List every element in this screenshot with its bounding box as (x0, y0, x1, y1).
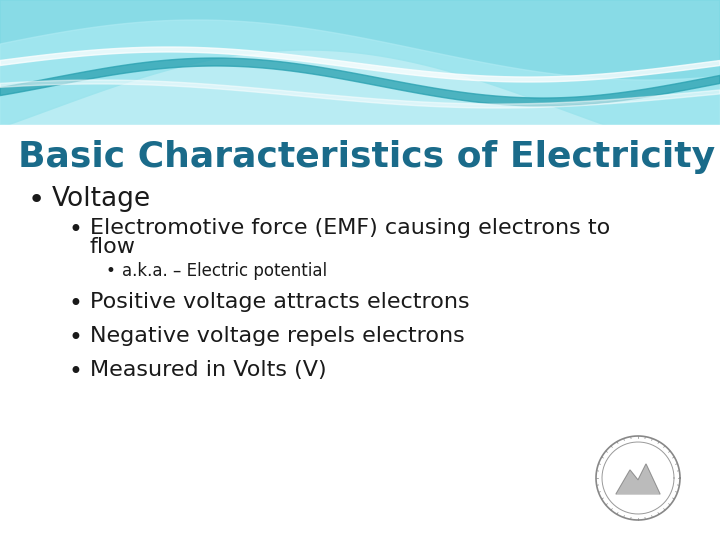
Text: Electromotive force (EMF) causing electrons to: Electromotive force (EMF) causing electr… (90, 218, 611, 238)
Text: •: • (28, 186, 45, 214)
Text: Basic Characteristics of Electricity: Basic Characteristics of Electricity (18, 140, 715, 174)
Text: •: • (68, 218, 82, 242)
Text: Positive voltage attracts electrons: Positive voltage attracts electrons (90, 292, 469, 312)
Polygon shape (616, 464, 660, 494)
Text: Voltage: Voltage (52, 186, 151, 212)
Text: Negative voltage repels electrons: Negative voltage repels electrons (90, 326, 464, 346)
Text: •: • (68, 326, 82, 350)
Text: Measured in Volts (V): Measured in Volts (V) (90, 360, 327, 380)
Text: •: • (68, 360, 82, 384)
Text: •: • (106, 262, 116, 280)
Text: flow: flow (90, 237, 136, 257)
Text: •: • (68, 292, 82, 316)
Text: a.k.a. – Electric potential: a.k.a. – Electric potential (122, 262, 327, 280)
